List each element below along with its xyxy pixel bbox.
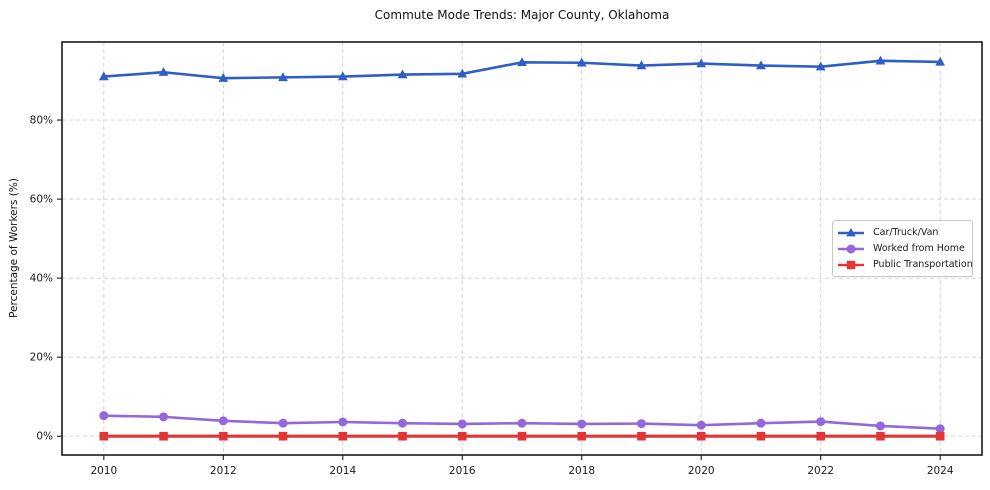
legend-item-public-transportation: Public Transportation: [837, 258, 973, 271]
data-point-marker: [935, 424, 945, 434]
chart-title: Commute Mode Trends: Major County, Oklah…: [374, 8, 670, 22]
data-point-marker: [457, 419, 467, 429]
data-point-marker: [218, 73, 229, 82]
data-point-marker: [577, 419, 587, 429]
data-point-marker: [756, 60, 766, 70]
data-point-marker: [517, 431, 527, 441]
data-point-marker: [636, 419, 646, 429]
x-tick-label: 2018: [568, 465, 595, 477]
x-tick-label: 2024: [927, 465, 954, 477]
circle-marker-icon: [838, 244, 864, 253]
data-point-marker: [636, 60, 647, 70]
triangle-marker-icon: [838, 227, 864, 236]
legend-item-car-truck-van: Car/Truck/Van: [837, 226, 967, 239]
x-tick-label: 2010: [90, 465, 117, 477]
data-point-marker: [696, 58, 707, 68]
data-point-marker: [338, 431, 348, 441]
data-point-marker: [696, 431, 706, 441]
data-point-marker: [397, 69, 408, 79]
x-tick-label: 2014: [329, 465, 356, 477]
data-point-marker: [338, 417, 348, 427]
y-tick-label: 80%: [30, 115, 53, 127]
data-point-marker: [637, 431, 646, 441]
x-tick-label: 2016: [449, 465, 476, 477]
data-point-marker: [935, 56, 946, 66]
data-point-marker: [576, 57, 587, 67]
x-tick-label: 2012: [210, 465, 237, 477]
y-tick-label: 60%: [30, 194, 53, 206]
data-point-marker: [815, 61, 826, 71]
legend-label-car-truck-van: Car/Truck/Van: [873, 227, 939, 238]
data-point-marker: [99, 431, 109, 441]
series-car-truck-van: [98, 55, 946, 82]
data-point-marker: [99, 411, 109, 421]
y-tick-label: 20%: [30, 352, 53, 364]
y-tick-label: 40%: [30, 273, 53, 285]
data-point-marker: [517, 418, 527, 428]
data-point-marker: [876, 431, 885, 441]
data-point-marker: [218, 431, 228, 441]
data-point-marker: [218, 416, 228, 426]
data-point-marker: [875, 55, 886, 65]
data-point-marker: [457, 68, 468, 78]
data-point-marker: [457, 431, 467, 441]
series-worked-from-home: [99, 411, 945, 434]
data-point-marker: [816, 431, 826, 441]
legend-label-worked-from-home: Worked from Home: [873, 243, 965, 254]
data-point-marker: [278, 418, 288, 428]
data-point-marker: [517, 57, 527, 67]
data-point-marker: [337, 71, 348, 81]
data-point-marker: [577, 431, 587, 441]
data-point-marker: [398, 431, 407, 441]
data-point-marker: [816, 417, 826, 427]
data-point-marker: [756, 418, 766, 428]
series-public-transportation: [99, 431, 945, 441]
data-point-marker: [159, 431, 168, 441]
x-tick-label: 2022: [807, 465, 834, 477]
legend: Car/Truck/Van Worked from Home Public Tr…: [832, 220, 973, 277]
data-point-marker: [398, 418, 408, 428]
data-point-marker: [278, 72, 288, 82]
tick-marks-and-labels: 0% 20% 40% 60% 80% 2010 2012 2014 2016 2018 2020 20…: [30, 115, 954, 477]
data-point-marker: [158, 67, 169, 76]
plot-frame: [61, 41, 983, 456]
y-tick-label: 0%: [36, 431, 53, 443]
data-point-marker: [875, 421, 885, 431]
square-marker-icon: [838, 260, 864, 269]
legend-label-public-transportation: Public Transportation: [873, 259, 973, 270]
data-point-marker: [278, 431, 288, 441]
data-point-marker: [696, 420, 706, 430]
x-tick-label: 2020: [688, 465, 715, 477]
data-point-marker: [756, 431, 766, 441]
legend-item-worked-from-home: Worked from Home: [837, 242, 967, 255]
data-point-marker: [159, 412, 169, 422]
data-point-marker: [935, 431, 945, 441]
data-point-marker: [98, 71, 109, 81]
